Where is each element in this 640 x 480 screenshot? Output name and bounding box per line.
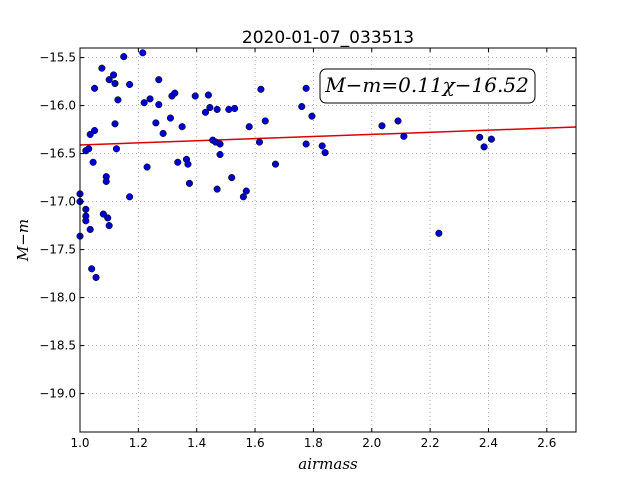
y-tick-label: −15.5 <box>39 51 76 65</box>
y-tick-label: −18.5 <box>39 339 76 353</box>
data-point <box>245 123 253 131</box>
y-axis-label: M−m <box>14 219 32 262</box>
data-point <box>257 85 265 93</box>
fit-equation-label: M−m=0.11χ−16.52 <box>324 73 529 97</box>
data-point <box>435 229 443 237</box>
data-point <box>105 76 113 84</box>
x-tick-label: 1.0 <box>70 436 89 450</box>
data-point <box>155 76 163 84</box>
data-point <box>239 193 247 201</box>
data-point <box>155 101 163 109</box>
data-point <box>110 71 118 79</box>
data-point <box>178 123 186 131</box>
data-point <box>255 138 263 146</box>
data-point <box>318 142 326 150</box>
data-point <box>126 193 134 201</box>
data-point <box>98 64 106 72</box>
data-point <box>143 163 151 171</box>
y-tick-label: −16.5 <box>39 147 76 161</box>
data-point <box>120 53 128 61</box>
data-point <box>140 99 148 107</box>
data-point <box>225 105 233 113</box>
axis-ticks: 1.0 1.2 1.4 1.6 1.8 2.0 2.2 2.4 2.6 −15.5 −16.0 −16… <box>39 48 576 450</box>
data-point <box>261 117 269 125</box>
data-point <box>111 120 119 128</box>
x-tick-label: 2.6 <box>537 436 556 450</box>
data-point <box>321 149 329 157</box>
y-tick-label: −19.0 <box>39 387 76 401</box>
data-point <box>480 143 488 151</box>
data-point <box>91 127 99 135</box>
y-tick-label: −16.0 <box>39 99 76 113</box>
data-point <box>298 103 306 111</box>
data-point <box>85 145 93 153</box>
data-point <box>302 140 310 148</box>
data-point <box>82 217 90 225</box>
data-point <box>126 80 134 89</box>
data-point <box>159 129 167 137</box>
data-point <box>92 273 100 281</box>
data-point <box>400 132 408 140</box>
x-tick-label: 1.6 <box>246 436 265 450</box>
x-tick-label: 2.2 <box>421 436 440 450</box>
fit-line <box>79 126 577 146</box>
data-point <box>191 92 199 100</box>
y-tick-label: −17.5 <box>39 243 76 257</box>
data-point <box>114 96 122 104</box>
fit-equation-box: M−m=0.11χ−16.52 <box>319 68 536 104</box>
x-tick-label: 1.8 <box>304 436 323 450</box>
data-point <box>174 158 182 166</box>
data-point <box>201 108 210 116</box>
data-point <box>394 117 402 125</box>
x-axis-label: airmass <box>298 455 358 473</box>
data-point <box>231 104 239 113</box>
fit-line-group <box>79 126 577 146</box>
data-point <box>89 158 97 166</box>
data-point <box>105 222 113 230</box>
data-point <box>91 84 99 92</box>
data-points <box>76 49 495 281</box>
y-tick-label: −18.0 <box>39 291 76 305</box>
data-point <box>216 140 224 148</box>
data-point <box>111 79 119 88</box>
data-point <box>102 177 110 185</box>
x-tick-label: 2.0 <box>362 436 381 450</box>
data-point <box>206 103 214 112</box>
data-point <box>104 214 112 222</box>
y-tick-label: −17.0 <box>39 195 76 209</box>
data-point <box>139 49 147 57</box>
data-point <box>82 205 90 213</box>
fit-equation-frame <box>319 68 536 104</box>
data-point <box>184 160 192 168</box>
data-point <box>204 91 212 99</box>
plot-frame <box>79 47 577 433</box>
data-point <box>242 187 250 195</box>
chart-title: 2020-01-07_033513 <box>242 28 414 48</box>
data-point <box>213 105 221 113</box>
data-point <box>166 114 174 122</box>
data-point <box>86 225 94 233</box>
data-point <box>171 89 179 97</box>
data-point <box>152 119 160 127</box>
data-point <box>378 122 386 130</box>
x-tick-label: 1.2 <box>129 436 148 450</box>
data-point <box>302 84 310 92</box>
x-tick-label: 2.4 <box>479 436 498 450</box>
data-point <box>112 145 121 153</box>
data-point <box>88 265 96 273</box>
data-point <box>213 185 221 193</box>
data-point <box>185 179 193 187</box>
data-point <box>487 135 495 143</box>
data-point <box>216 151 224 159</box>
x-tick-label: 1.4 <box>187 436 206 450</box>
data-point <box>308 112 316 120</box>
data-point <box>228 174 236 182</box>
data-point <box>146 95 154 103</box>
data-point <box>476 133 484 141</box>
data-point <box>271 160 280 168</box>
